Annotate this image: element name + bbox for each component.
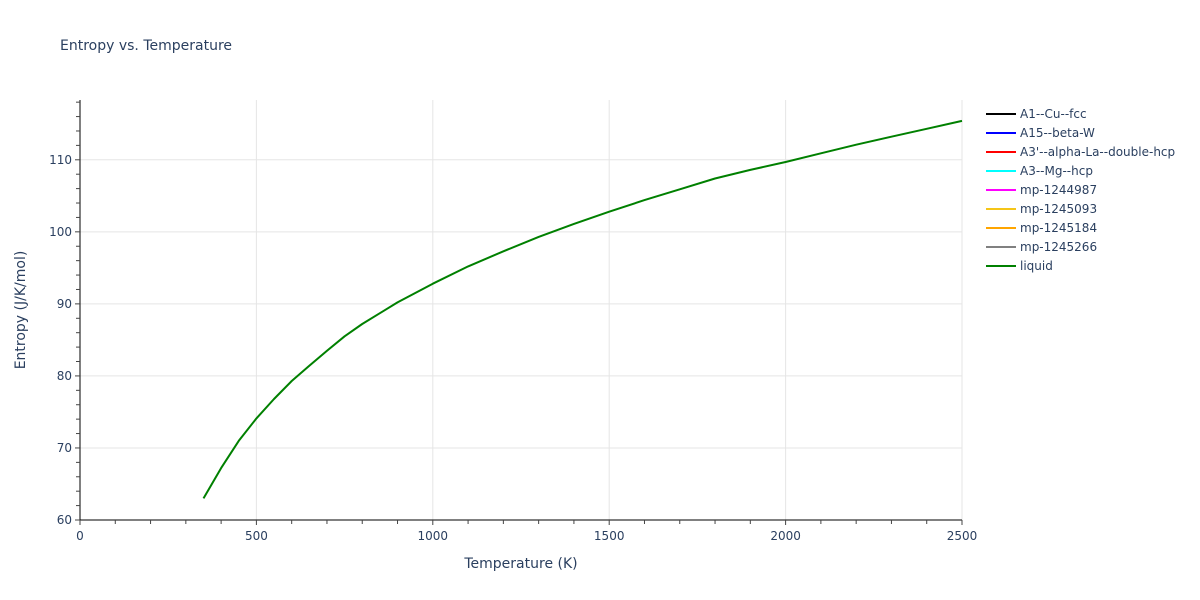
legend-label: A3--Mg--hcp (1020, 164, 1093, 178)
x-tick-label: 0 (76, 529, 84, 543)
legend-item[interactable]: mp-1245093 (986, 202, 1097, 216)
legend-item[interactable]: mp-1245184 (986, 221, 1097, 235)
y-tick-label: 80 (57, 369, 72, 383)
axes: 0 500 1000 1500 2000 2500 60 70 80 90 100 110 (49, 100, 977, 543)
legend: A1--Cu--fcc A15--beta-W A3'--alpha-La--dou… (986, 107, 1175, 273)
y-tick-label: 90 (57, 297, 72, 311)
y-tick-label: 60 (57, 513, 72, 527)
legend-item[interactable]: A1--Cu--fcc (986, 107, 1087, 121)
plot-area[interactable] (202, 119, 963, 499)
legend-item[interactable]: A3--Mg--hcp (986, 164, 1093, 178)
x-tick-label: 500 (245, 529, 268, 543)
legend-label: A3'--alpha-La--double-hcp (1020, 145, 1175, 159)
legend-label: mp-1244987 (1020, 183, 1097, 197)
legend-label: mp-1245093 (1020, 202, 1097, 216)
gridlines (80, 100, 963, 520)
legend-label: A15--beta-W (1020, 126, 1095, 140)
legend-item[interactable]: mp-1245266 (986, 240, 1097, 254)
x-axis-title: Temperature (K) (463, 556, 577, 572)
legend-item[interactable]: A3'--alpha-La--double-hcp (986, 145, 1175, 159)
series-line-liquid[interactable] (202, 119, 963, 499)
legend-item[interactable]: liquid (986, 259, 1053, 273)
y-axis-title: Entropy (J/K/mol) (13, 251, 29, 370)
x-tick-label: 1000 (418, 529, 449, 543)
legend-label: liquid (1020, 259, 1053, 273)
y-tick-label: 100 (49, 225, 72, 239)
legend-item[interactable]: mp-1244987 (986, 183, 1097, 197)
x-tick-label: 2000 (770, 529, 801, 543)
legend-label: mp-1245184 (1020, 221, 1097, 235)
legend-item[interactable]: A15--beta-W (986, 126, 1095, 140)
y-tick-label: 70 (57, 441, 72, 455)
chart-title: Entropy vs. Temperature (60, 38, 232, 54)
legend-label: mp-1245266 (1020, 240, 1097, 254)
x-tick-label: 1500 (594, 529, 625, 543)
legend-label: A1--Cu--fcc (1020, 107, 1087, 121)
y-tick-label: 110 (49, 153, 72, 167)
x-tick-label: 2500 (947, 529, 978, 543)
